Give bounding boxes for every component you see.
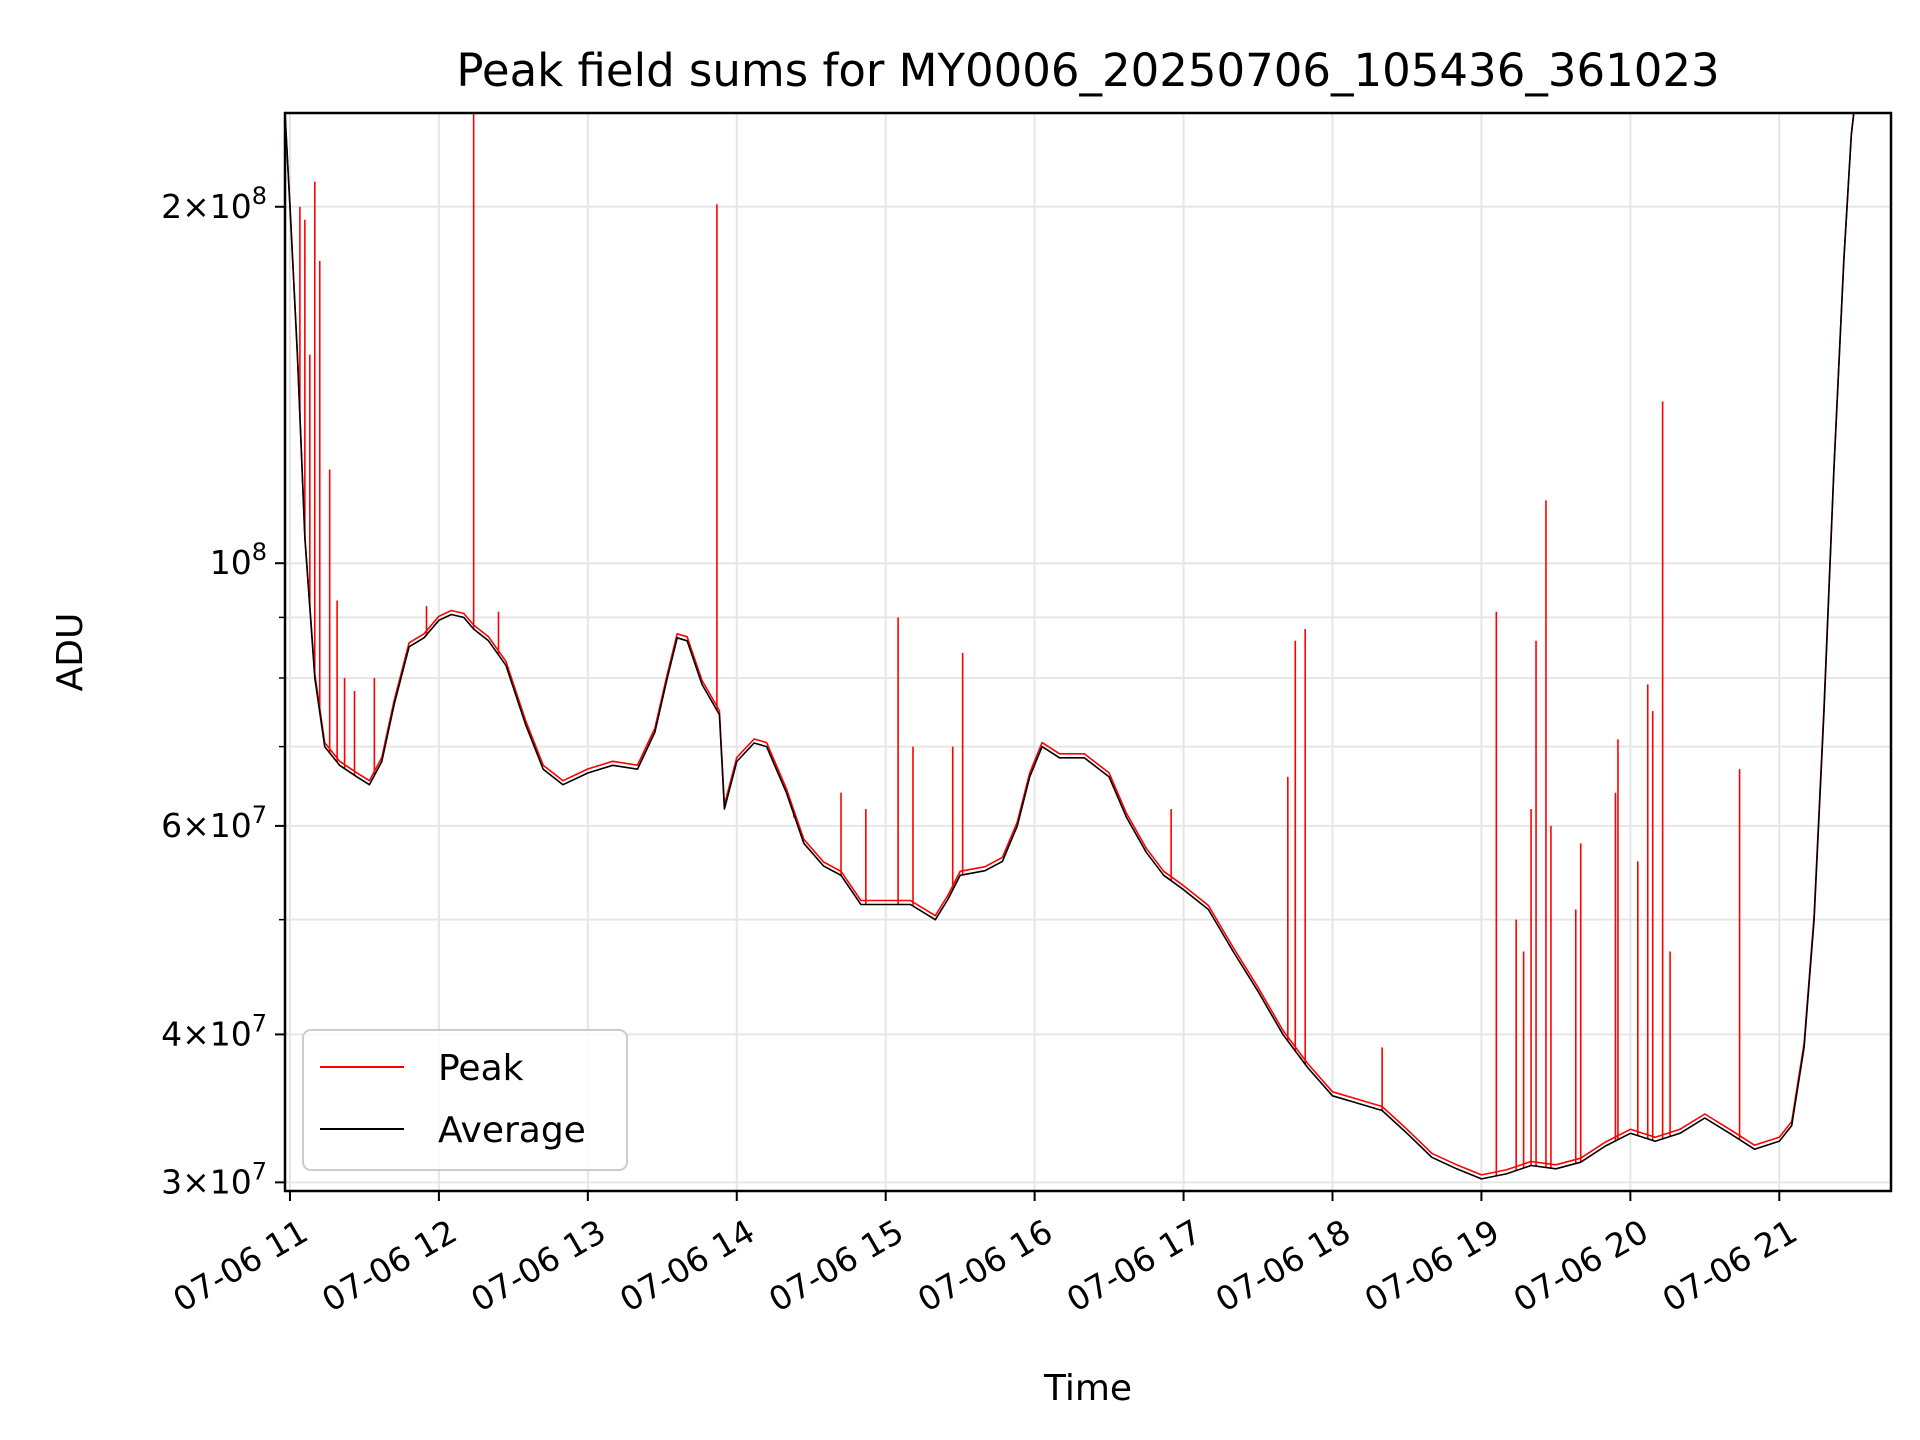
legend-box: [302, 1029, 628, 1171]
plot-area-frame: [283, 111, 1893, 1193]
peak-series-line: [284, 112, 1855, 1176]
y-tick-label: 4×107: [161, 1009, 267, 1053]
legend: Peak Average: [302, 1029, 628, 1171]
y-tick-label: 108: [210, 538, 267, 582]
average-series-line: [284, 112, 1855, 1180]
x-axis-label: Time: [1043, 1368, 1132, 1409]
series-lines: [284, 112, 1855, 1180]
y-tick-label: 3×107: [161, 1157, 267, 1201]
y-tick-label: 6×107: [161, 801, 267, 845]
grid-lines: [285, 113, 1891, 1191]
y-axis: 3×107 4×107 6×107 108 2×108: [161, 182, 285, 1201]
chart-title: Peak field sums for MY0006_20250706_1054…: [456, 44, 1719, 97]
y-tick-label: 2×108: [161, 182, 267, 226]
y-axis-label: ADU: [50, 613, 91, 692]
legend-peak-label: Peak: [438, 1048, 524, 1089]
legend-average-label: Average: [438, 1110, 586, 1151]
